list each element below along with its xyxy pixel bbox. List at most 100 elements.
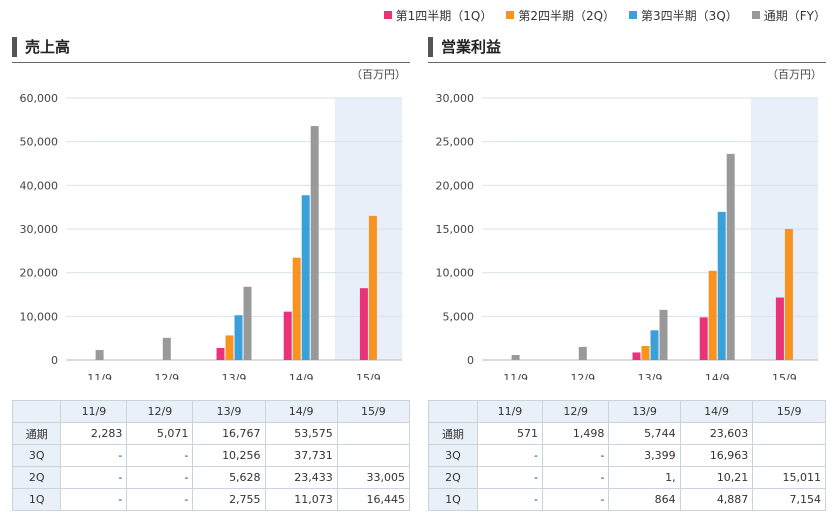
table-row: 2Q - -5,628 23,433 33,005: [11, 466, 411, 489]
x-tick-label: 13/9: [638, 372, 663, 380]
table-cell: 7,154: [752, 488, 826, 511]
y-tick-label: 10,000: [20, 310, 59, 323]
table-column-header: 13/9: [192, 400, 266, 423]
table-cell: 16,445: [336, 488, 411, 511]
x-tick-label: 12/9: [154, 372, 179, 380]
table-cell: 2,283: [60, 422, 128, 445]
bar: [301, 195, 310, 360]
table-column-header: 11/9: [476, 400, 543, 423]
table-cell: 16,963: [679, 444, 754, 467]
x-tick-label: 12/9: [570, 372, 595, 380]
y-tick-label: 25,000: [436, 136, 475, 149]
table-cell: 23,603: [679, 422, 754, 445]
chart-legend: 第1四半期（1Q） 第2四半期（2Q） 第3四半期（3Q） 通期（FY）: [383, 6, 826, 24]
table-cell: 1,: [608, 466, 681, 489]
bar: [359, 288, 368, 360]
y-tick-label: 15,000: [436, 223, 475, 236]
x-tick-label: 11/9: [503, 372, 528, 380]
table-cell: 10,256: [192, 444, 266, 467]
table-row-header: 通期: [11, 422, 62, 445]
table-cell: -: [60, 488, 128, 511]
table-row-header: 3Q: [428, 444, 478, 467]
table-column-header: 12/9: [541, 400, 610, 423]
op-data-table: 11/9 12/9 13/9 14/9 15/9 通期 571 1,498 5,744 23,60…: [428, 400, 826, 511]
table-column-header: 14/9: [679, 400, 754, 423]
table-cell: -: [541, 444, 610, 467]
table-cell: -: [476, 444, 543, 467]
table-row-header: 2Q: [11, 466, 62, 489]
bar: [283, 311, 292, 360]
bar: [292, 257, 301, 360]
bar: [162, 337, 171, 360]
bar: [368, 215, 377, 360]
op-chart: 0 5,000 10,000 15,000 20,000 25,000 30,000 11/9…: [436, 92, 818, 380]
legend-label-1q: 第1四半期（1Q）: [395, 8, 493, 23]
title-marker: [428, 37, 433, 57]
legend-label-3q: 第3四半期（3Q）: [641, 8, 738, 23]
table-row-header: 2Q: [428, 466, 478, 489]
legend-label-2q: 第2四半期（2Q）: [518, 8, 616, 23]
bar: [784, 228, 793, 360]
table-cell: -: [126, 488, 194, 511]
sales-data-table: 11/9 12/9 13/9 14/9 15/9 通期 2,283 5,071 16,767 53…: [11, 400, 411, 511]
bar: [650, 330, 659, 360]
table-cell: 2,755: [192, 488, 266, 511]
legend-label-fy: 通期（FY）: [763, 8, 826, 23]
table-corner: [428, 400, 478, 423]
bar: [511, 355, 520, 360]
legend-item-1q: 第1四半期（1Q）: [383, 7, 493, 24]
x-tick-label: 14/9: [289, 372, 314, 380]
bar: [632, 352, 641, 360]
x-tick-label: 13/9: [222, 372, 247, 380]
legend-swatch-3q: [629, 11, 638, 19]
y-tick-label: 20,000: [20, 267, 59, 280]
table-cell: 15,011: [752, 466, 826, 489]
bar: [216, 347, 225, 360]
table-row: 3Q - -10,256 37,731: [11, 444, 411, 467]
y-tick-label: 30,000: [20, 223, 59, 236]
table-row: 1Q - -2,755 11,073 16,445: [11, 488, 411, 511]
y-tick-label: 0: [467, 354, 474, 367]
table-column-header: 11/9: [60, 400, 128, 423]
bar: [641, 346, 650, 360]
bar: [726, 153, 735, 360]
table-row: 2Q - -1, 10,21 15,011: [428, 466, 826, 489]
x-tick-label: 14/9: [705, 372, 730, 380]
legend-swatch-2q: [506, 11, 515, 19]
bar: [234, 315, 243, 360]
legend-swatch-fy: [751, 11, 760, 19]
table-cell: 10,21: [679, 466, 754, 489]
op-unit-label: （百万円）: [767, 68, 822, 81]
table-column-header: 13/9: [608, 400, 681, 423]
legend-item-2q: 第2四半期（2Q）: [506, 7, 615, 24]
table-row: 通期 571 1,498 5,744 23,603: [428, 422, 826, 445]
table-cell: 23,433: [264, 466, 338, 489]
table-corner: [11, 400, 62, 423]
table-cell: 33,005: [336, 466, 411, 489]
table-cell: 3,399: [608, 444, 681, 467]
y-tick-label: 5,000: [443, 310, 475, 323]
bar: [699, 317, 708, 360]
y-tick-label: 40,000: [20, 179, 59, 192]
table-column-header: 15/9: [752, 400, 826, 423]
table-column-header: 14/9: [264, 400, 338, 423]
sales-chart: 0 10,000 20,000 30,000 40,000 50,000 60,000 11/…: [20, 92, 402, 380]
sales-panel: 売上高 （百万円） 0 10,000 20,000 30,000 40,000 50,00…: [11, 34, 411, 522]
table-cell: 5,628: [192, 466, 266, 489]
table-row-header: 1Q: [11, 488, 62, 511]
bar: [775, 297, 784, 360]
table-cell: 5,744: [608, 422, 681, 445]
table-row-header: 通期: [428, 422, 478, 445]
table-cell: 16,767: [192, 422, 266, 445]
bar: [659, 309, 668, 360]
table-cell: [752, 444, 826, 467]
table-cell: [336, 422, 411, 445]
table-cell: -: [476, 488, 543, 511]
table-cell: [336, 444, 411, 467]
table-cell: 5,071: [126, 422, 194, 445]
table-cell: 53,575: [264, 422, 338, 445]
table-cell: 4,887: [679, 488, 754, 511]
table-cell: 11,073: [264, 488, 338, 511]
op-title-bar: 営業利益: [428, 34, 826, 63]
y-tick-label: 10,000: [436, 267, 475, 280]
